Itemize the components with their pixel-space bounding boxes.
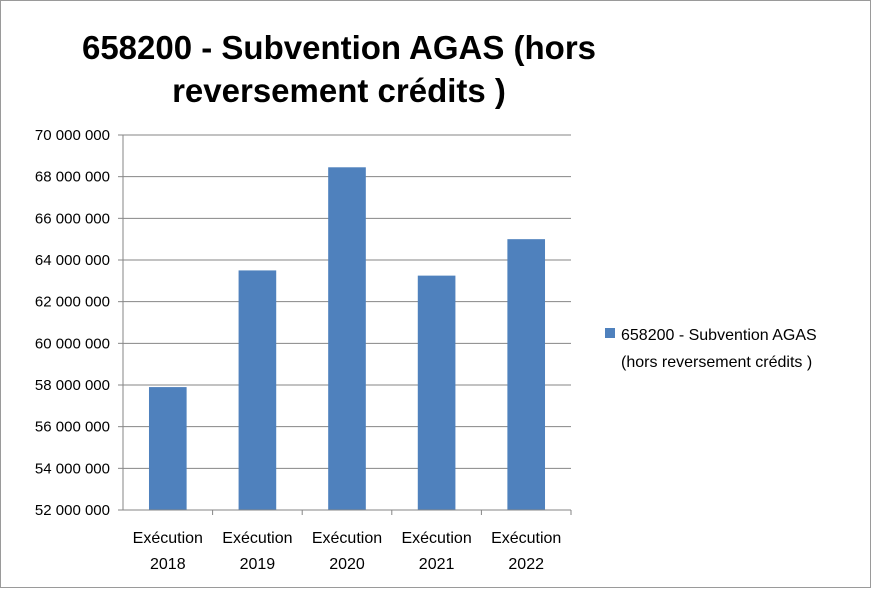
y-tick-label: 68 000 000 <box>35 169 110 186</box>
chart-title: 658200 - Subvention AGAS (hors reverseme… <box>82 29 596 109</box>
x-tick-labels: Exécution 2018 Exécution 2019 Exécution 2020 E… <box>133 530 562 573</box>
legend-label-line-1: 658200 - Subvention AGAS <box>621 327 817 344</box>
chart-title-line-2: reversement crédits ) <box>172 72 506 109</box>
x-tick-label: Exécution <box>491 530 561 547</box>
bar <box>238 270 277 510</box>
x-tick-label: 2020 <box>329 556 365 573</box>
bar <box>328 167 366 510</box>
legend-swatch <box>605 328 615 338</box>
x-tick-label: Exécution <box>312 530 382 547</box>
y-tick-label: 70 000 000 <box>35 127 110 144</box>
y-tick-label: 66 000 000 <box>35 210 110 227</box>
x-tick-label: Exécution <box>401 530 471 547</box>
bar <box>148 387 187 510</box>
y-tick-label: 54 000 000 <box>35 460 110 477</box>
x-tick-label: Exécution <box>133 530 203 547</box>
x-tick-label: 2022 <box>508 556 544 573</box>
x-tick-label: Exécution <box>222 530 292 547</box>
x-tick-label: 2018 <box>150 556 186 573</box>
chart-title-line-1: 658200 - Subvention AGAS (hors <box>82 29 596 66</box>
bar <box>507 239 546 510</box>
y-tick-label: 60 000 000 <box>35 335 110 352</box>
y-tick-label: 62 000 000 <box>35 294 110 311</box>
x-tick-label: 2021 <box>419 556 455 573</box>
legend-label-line-2: (hors reversement crédits ) <box>621 354 812 371</box>
y-tick-label: 52 000 000 <box>35 502 110 519</box>
legend: 658200 - Subvention AGAS (hors reverseme… <box>605 327 817 371</box>
y-tick-label: 56 000 000 <box>35 419 110 436</box>
y-tick-label: 64 000 000 <box>35 252 110 269</box>
bars <box>148 167 572 515</box>
x-tick-label: 2019 <box>240 556 276 573</box>
y-tick-labels: 52 000 000 54 000 000 56 000 000 58 000 000… <box>35 127 110 519</box>
bar <box>417 275 456 510</box>
y-tick-label: 58 000 000 <box>35 377 110 394</box>
axes <box>122 135 571 511</box>
